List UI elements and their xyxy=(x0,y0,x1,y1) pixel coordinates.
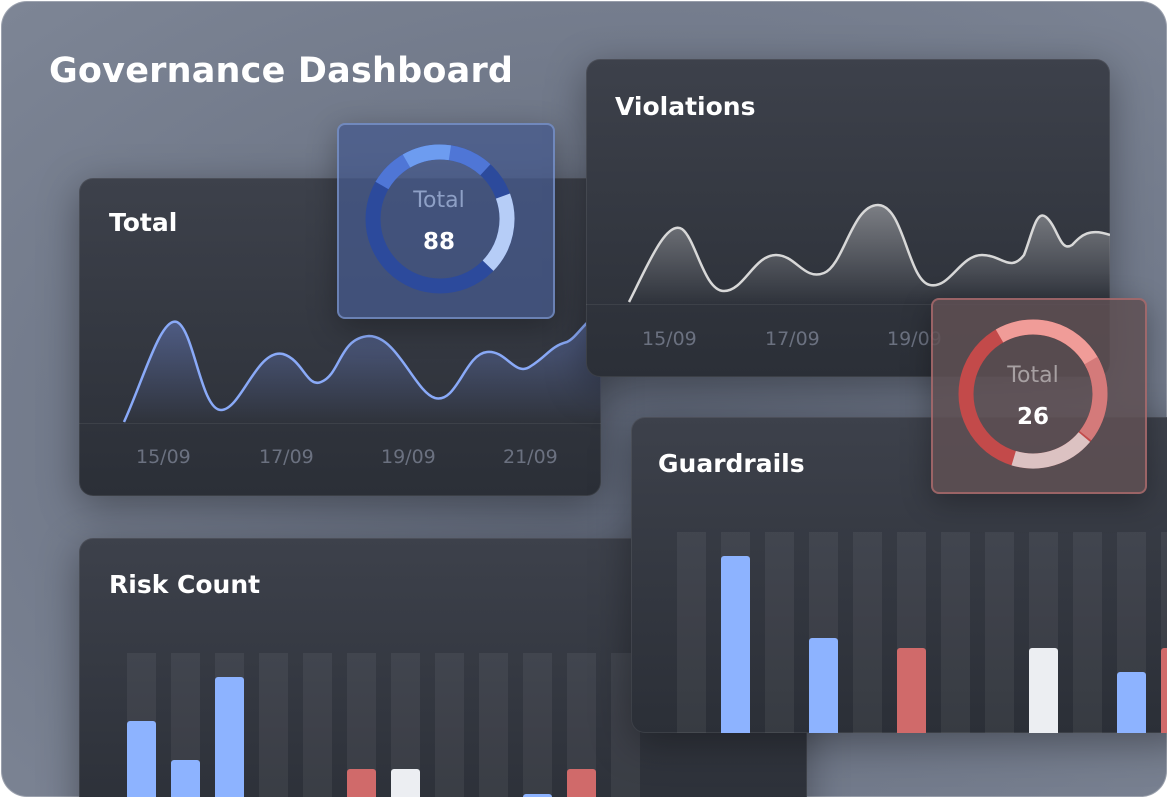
page-title: Governance Dashboard xyxy=(49,51,514,91)
guardrails-bar-track xyxy=(677,532,706,733)
guardrails-bar-track xyxy=(985,532,1014,733)
violations-donut-chart xyxy=(958,319,1108,469)
violations-donut-label: Total xyxy=(1007,363,1059,388)
risk-bar xyxy=(391,769,420,797)
guardrails-bar-track xyxy=(1161,532,1167,733)
total-donut-value: 88 xyxy=(422,229,455,255)
risk-bar-track xyxy=(523,653,552,797)
risk-bar-track xyxy=(259,653,288,797)
risk-bar xyxy=(127,721,156,797)
guardrails-bar xyxy=(721,556,750,733)
guardrails-bar xyxy=(897,648,926,733)
guardrails-bar xyxy=(1029,648,1058,733)
total-tick-3: 19/09 xyxy=(381,446,436,468)
violations-card[interactable]: Violations 15/09 17/09 19/09 xyxy=(586,59,1110,377)
risk-bar-track xyxy=(435,653,464,797)
violations-donut-card[interactable]: Total 26 xyxy=(931,298,1147,494)
total-tick-2: 17/09 xyxy=(259,446,314,468)
total-line-area xyxy=(124,321,601,422)
guardrails-bar xyxy=(809,638,838,733)
violations-tick-1: 15/09 xyxy=(642,328,697,350)
guardrails-bar-track xyxy=(765,532,794,733)
risk-bar xyxy=(171,760,200,797)
risk-bar-track xyxy=(479,653,508,797)
guardrails-bar xyxy=(1117,672,1146,733)
risk-bar xyxy=(215,677,244,797)
total-tick-1: 15/09 xyxy=(136,446,191,468)
guardrails-bar xyxy=(1161,648,1167,733)
violations-line-area xyxy=(629,205,1110,303)
violations-line-chart xyxy=(627,203,1110,303)
total-card-title: Total xyxy=(109,208,178,237)
total-tick-4: 21/09 xyxy=(503,446,558,468)
total-line-series xyxy=(122,320,590,423)
violations-tick-3: 19/09 xyxy=(887,328,942,350)
total-donut-label: Total xyxy=(413,188,465,213)
violations-chart-baseline xyxy=(586,304,1110,305)
violations-donut-value: 26 xyxy=(1016,404,1049,430)
risk-bar xyxy=(523,794,552,797)
guardrails-bar-track xyxy=(941,532,970,733)
guardrails-bar-track xyxy=(853,532,882,733)
risk-count-card-title: Risk Count xyxy=(109,570,261,599)
violations-tick-2: 17/09 xyxy=(765,328,820,350)
total-donut-card[interactable]: Total 88 xyxy=(337,123,555,319)
guardrails-card-title: Guardrails xyxy=(658,449,805,478)
risk-bar xyxy=(567,769,596,797)
guardrails-bar-track xyxy=(1073,532,1102,733)
violations-line-series xyxy=(627,203,1110,303)
risk-bar-track xyxy=(303,653,332,797)
risk-bar xyxy=(347,769,376,797)
total-line-chart xyxy=(122,320,601,423)
violations-card-title: Violations xyxy=(615,92,756,121)
total-donut-chart xyxy=(365,144,515,294)
total-chart-baseline xyxy=(79,423,601,424)
